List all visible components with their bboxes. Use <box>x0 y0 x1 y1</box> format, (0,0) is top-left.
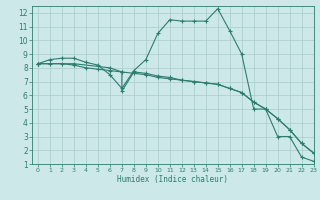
X-axis label: Humidex (Indice chaleur): Humidex (Indice chaleur) <box>117 175 228 184</box>
